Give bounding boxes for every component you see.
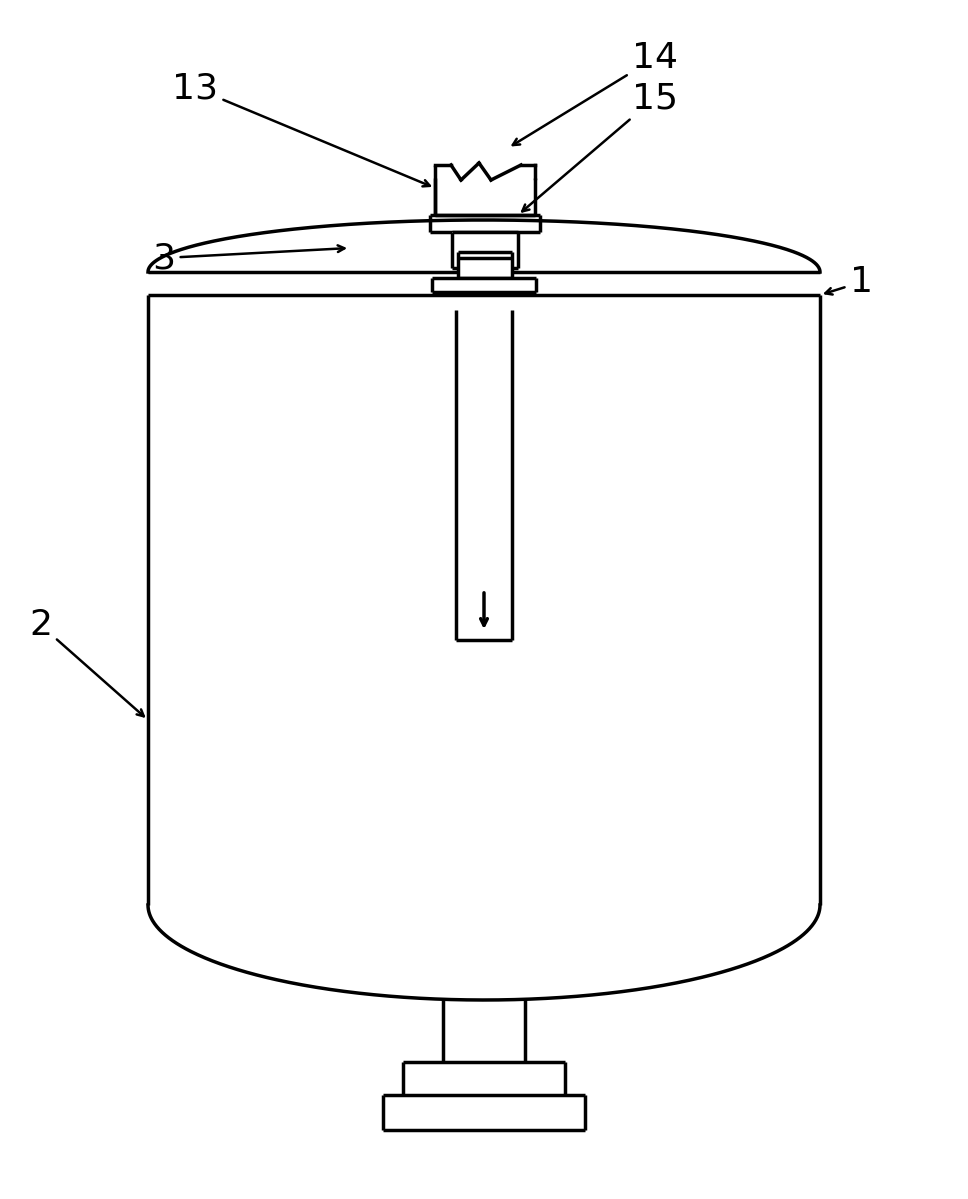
Text: 15: 15: [522, 82, 678, 211]
Bar: [456, 311, 512, 640]
Text: 1: 1: [826, 265, 873, 299]
Text: 14: 14: [513, 41, 678, 145]
Bar: [452, 231, 518, 269]
Text: 13: 13: [172, 71, 430, 186]
Text: 2: 2: [29, 608, 144, 716]
Bar: [432, 278, 536, 293]
Text: 3: 3: [152, 241, 345, 275]
Bar: [458, 252, 512, 278]
